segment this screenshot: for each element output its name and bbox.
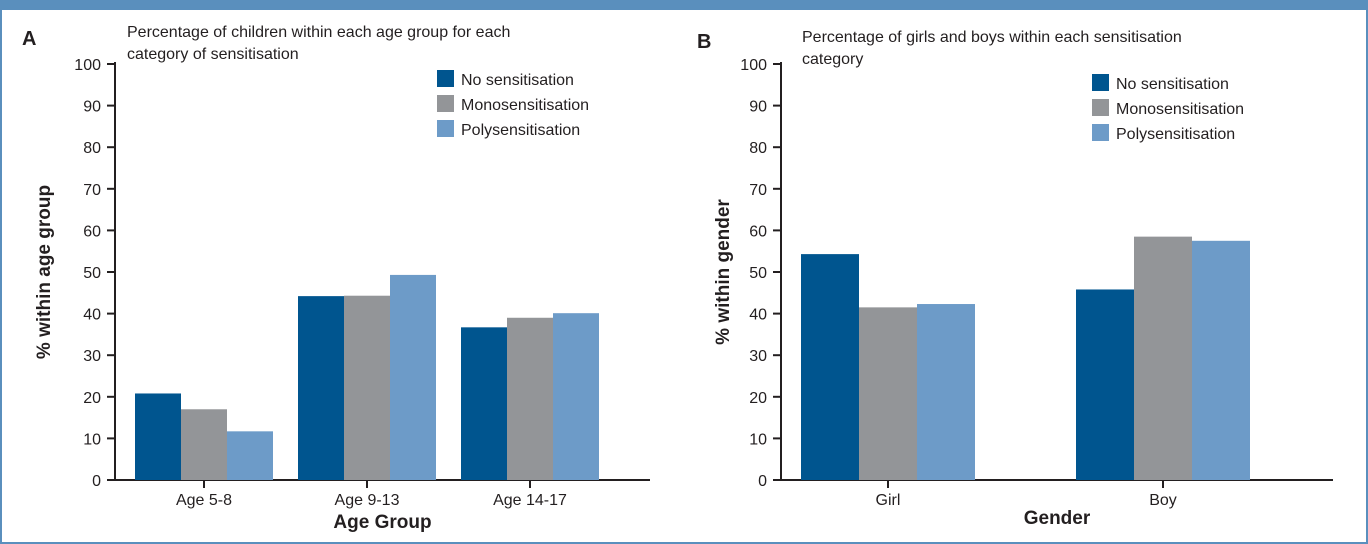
panel-a-legend-label: No sensitisation [461, 72, 574, 89]
panel-a-bar [181, 409, 227, 480]
panel-b-label: B [697, 31, 711, 53]
panel-b-y-tick-label: 70 [749, 182, 767, 199]
panel-a-bar [507, 317, 553, 480]
panel-a-y-tick-label: 60 [83, 223, 101, 240]
panel-a-y-tick-label: 90 [83, 99, 101, 116]
panel-b-y-tick-label: 90 [749, 99, 767, 116]
panel-b-y-tick-label: 60 [749, 223, 767, 240]
panel-a-title-line-1: Percentage of children within each age g… [127, 24, 510, 41]
panel-a-legend-swatch [437, 95, 454, 112]
panel-b-legend-label: Monosensitisation [1116, 101, 1244, 118]
panel-b-bar [1192, 240, 1250, 480]
panel-a-bar [344, 295, 390, 480]
panel-a-legend-swatch [437, 120, 454, 137]
panel-b-x-axis-label: Gender [1024, 508, 1091, 529]
panel-a-bar [390, 274, 436, 480]
panel-b-y-tick-label: 100 [740, 57, 767, 74]
panel-a-y-tick-label: 30 [83, 348, 101, 365]
panel-a-bar [227, 431, 273, 480]
panel-a-y-tick-label: 20 [83, 390, 101, 407]
panel-a-y-tick-label: 50 [83, 265, 101, 282]
panel-b-bar [801, 254, 859, 480]
panel-a-label: A [22, 28, 36, 50]
panel-b-legend-swatch [1092, 99, 1109, 116]
panel-a-y-tick-label: 10 [83, 431, 101, 448]
panel-b-title-line-1: Percentage of girls and boys within each… [802, 29, 1182, 46]
panel-b-title-line-2: category [802, 51, 863, 68]
panel-a-bar [298, 296, 344, 480]
panel-a-legend-label: Monosensitisation [461, 97, 589, 114]
panel-b-y-tick-label: 80 [749, 140, 767, 157]
panel-a-y-axis-label: % within age group [34, 185, 55, 359]
panel-b-legend-label: No sensitisation [1116, 76, 1229, 93]
panel-a-x-tick-label: Age 5-8 [176, 492, 232, 509]
panel-a-x-axis-label: Age Group [333, 512, 431, 533]
panel-b-bar [1076, 289, 1134, 480]
panel-a-y-tick-label: 70 [83, 182, 101, 199]
panel-b-y-tick-label: 10 [749, 431, 767, 448]
panel-a-bar [135, 393, 181, 480]
panel-a-y-tick-label: 80 [83, 140, 101, 157]
panel-b-x-tick-label: Boy [1149, 492, 1177, 509]
panel-b-bar [917, 304, 975, 480]
panel-a-x-tick-label: Age 9-13 [335, 492, 400, 509]
panel-b-legend-swatch [1092, 124, 1109, 141]
panel-a-y-tick-label: 0 [92, 473, 101, 490]
panel-b-x-tick-label: Girl [876, 492, 901, 509]
panel-a-legend-label: Polysensitisation [461, 122, 580, 139]
panel-b-bar [1134, 236, 1192, 480]
panel-b-y-tick-label: 50 [749, 265, 767, 282]
panel-a-y-tick-label: 100 [74, 57, 101, 74]
panel-b-legend-swatch [1092, 74, 1109, 91]
panel-b-y-axis-label: % within gender [713, 199, 734, 345]
panel-b-bar [859, 307, 917, 480]
panel-a-legend-swatch [437, 70, 454, 87]
panel-a-bar [553, 313, 599, 480]
panel-b-y-tick-label: 30 [749, 348, 767, 365]
panel-b-y-tick-label: 40 [749, 307, 767, 324]
panel-a-title-line-2: category of sensitisation [127, 46, 299, 63]
panel-a-bar [461, 327, 507, 480]
panel-b-y-tick-label: 20 [749, 390, 767, 407]
panel-a-x-tick-label: Age 14-17 [493, 492, 567, 509]
panel-a-y-tick-label: 40 [83, 307, 101, 324]
panel-b-legend-label: Polysensitisation [1116, 126, 1235, 143]
panel-b-y-tick-label: 0 [758, 473, 767, 490]
